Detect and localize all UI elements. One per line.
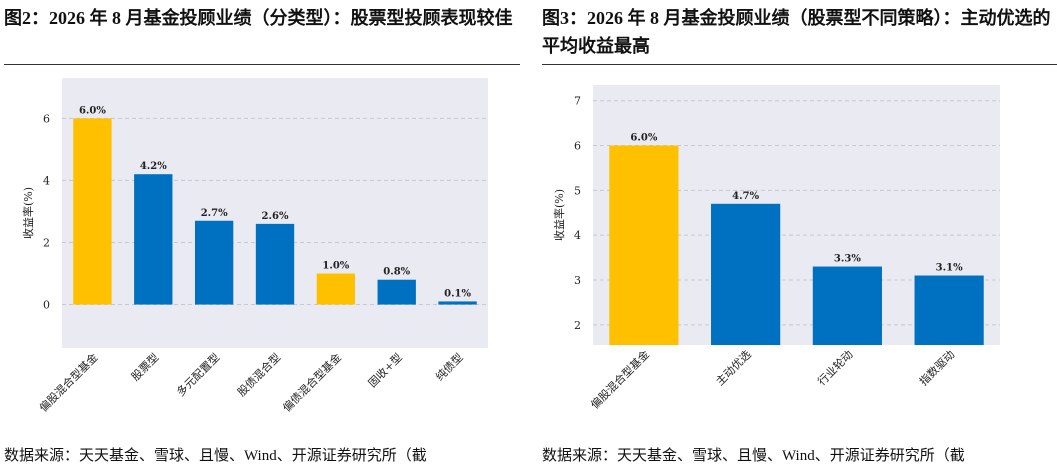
value-label: 6.0% — [630, 133, 657, 144]
bar — [812, 266, 882, 345]
chart: 2 3 4 5 6 7 收益率(%) 6.0% 偏股混合型基金 4.7% 主动优选 3.3% 行业轮动 3… — [552, 85, 1000, 412]
bar — [134, 174, 173, 305]
value-label: 4.7% — [732, 191, 759, 202]
y-tick-label: 7 — [574, 95, 581, 108]
value-label: 6.0% — [79, 105, 106, 116]
bar — [194, 220, 234, 305]
figure-title: 图3：2026 年 8 月基金投顾业绩（股票型不同策略）：主动优选的平均收益最高 — [542, 4, 1057, 65]
x-tick-label: 纯债型 — [432, 350, 465, 383]
x-tick-label: 偏债混合型基金 — [280, 350, 344, 414]
x-tick-label: 偏股混合型基金 — [36, 350, 100, 414]
y-tick-label: 3 — [574, 274, 581, 287]
bar — [711, 203, 781, 345]
source-note: 数据来源：天天基金、雪球、且慢、Wind、开源证券研究所（截 — [542, 448, 965, 464]
x-tick-label: 股债混合型 — [234, 350, 283, 399]
x-tick-label: 主动优选 — [713, 348, 753, 388]
y-tick-label: 5 — [574, 184, 581, 197]
bar — [609, 145, 679, 345]
y-tick-label: 2 — [574, 319, 581, 332]
x-tick-label: 指数驱动 — [916, 347, 957, 388]
bar — [438, 301, 477, 305]
bar — [73, 118, 112, 305]
bar — [316, 273, 356, 305]
y-tick-label: 6 — [574, 140, 581, 153]
y-axis-label: 收益率(%) — [21, 187, 35, 239]
bar — [914, 275, 984, 345]
figure-title: 图2：2026 年 8 月基金投顾业绩（分类型）：股票型投顾表现较佳 — [4, 4, 520, 65]
figure: 图2：2026 年 8 月基金投顾业绩（分类型）：股票型投顾表现较佳 0 2 4 6 收… — [0, 0, 520, 468]
value-label: 2.6% — [262, 211, 289, 222]
x-tick-label: 行业轮动 — [814, 347, 855, 388]
x-tick-label: 多元配置型 — [173, 350, 222, 399]
value-label: 0.1% — [444, 288, 471, 299]
bar — [377, 279, 416, 305]
x-tick-label: 固收+型 — [365, 350, 405, 390]
value-label: 4.2% — [140, 161, 167, 172]
y-axis-label: 收益率(%) — [552, 189, 566, 241]
x-tick-label: 股票型 — [128, 350, 161, 383]
value-label: 3.1% — [936, 263, 963, 274]
y-tick-label: 0 — [43, 299, 50, 312]
x-tick-label: 偏股混合型基金 — [588, 347, 652, 411]
value-label: 1.0% — [322, 261, 349, 272]
chart: 0 2 4 6 收益率(%) 6.0% 偏股混合型基金 4.2% 股票型 2.7% 多元配置型 2.6… — [21, 78, 488, 415]
value-label: 0.8% — [383, 267, 410, 278]
figure: 图3：2026 年 8 月基金投顾业绩（股票型不同策略）：主动优选的平均收益最高… — [538, 0, 1057, 468]
y-tick-label: 4 — [43, 174, 50, 187]
source-note: 数据来源：天天基金、雪球、且慢、Wind、开源证券研究所（截 — [4, 448, 427, 464]
value-label: 3.3% — [834, 254, 861, 265]
y-tick-label: 4 — [574, 229, 581, 242]
bar — [255, 223, 295, 305]
value-label: 2.7% — [201, 208, 228, 219]
y-tick-label: 6 — [43, 112, 50, 125]
y-tick-label: 2 — [43, 236, 50, 249]
